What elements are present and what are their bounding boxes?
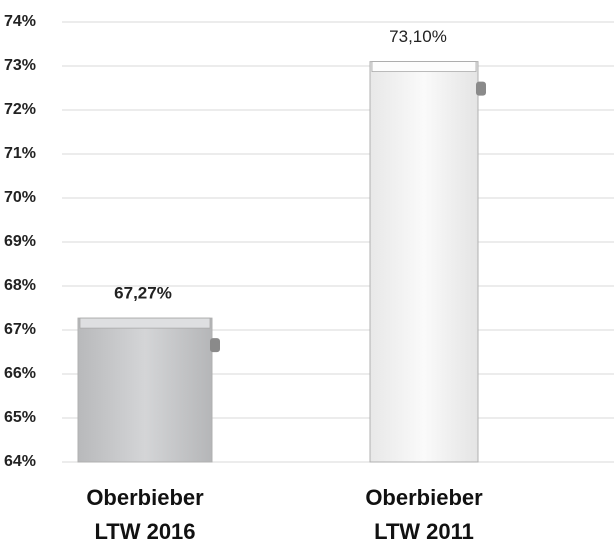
y-tick-label: 64% bbox=[4, 453, 36, 470]
y-tick-label: 71% bbox=[4, 145, 36, 162]
y-tick-label: 70% bbox=[4, 189, 36, 206]
y-tick-label: 72% bbox=[4, 101, 36, 118]
y-tick-label: 68% bbox=[4, 277, 36, 294]
x-tick-label: Oberbieber LTW 2011 bbox=[365, 485, 483, 542]
y-tick-label: 74% bbox=[4, 13, 36, 30]
y-tick-label: 66% bbox=[4, 365, 36, 382]
y-tick-label: 67% bbox=[4, 321, 36, 338]
bar bbox=[77, 317, 213, 463]
lid bbox=[79, 317, 211, 329]
handle bbox=[210, 338, 220, 353]
y-tick-label: 73% bbox=[4, 57, 36, 74]
handle bbox=[476, 81, 486, 96]
y-tick-label: 69% bbox=[4, 233, 36, 250]
bar bbox=[369, 61, 479, 463]
lid bbox=[371, 61, 477, 72]
value-label: 73,10% bbox=[389, 27, 447, 46]
value-label: 67,27% bbox=[114, 284, 172, 303]
y-tick-label: 65% bbox=[4, 409, 36, 426]
x-tick-label: Oberbieber LTW 2016 bbox=[86, 485, 204, 542]
